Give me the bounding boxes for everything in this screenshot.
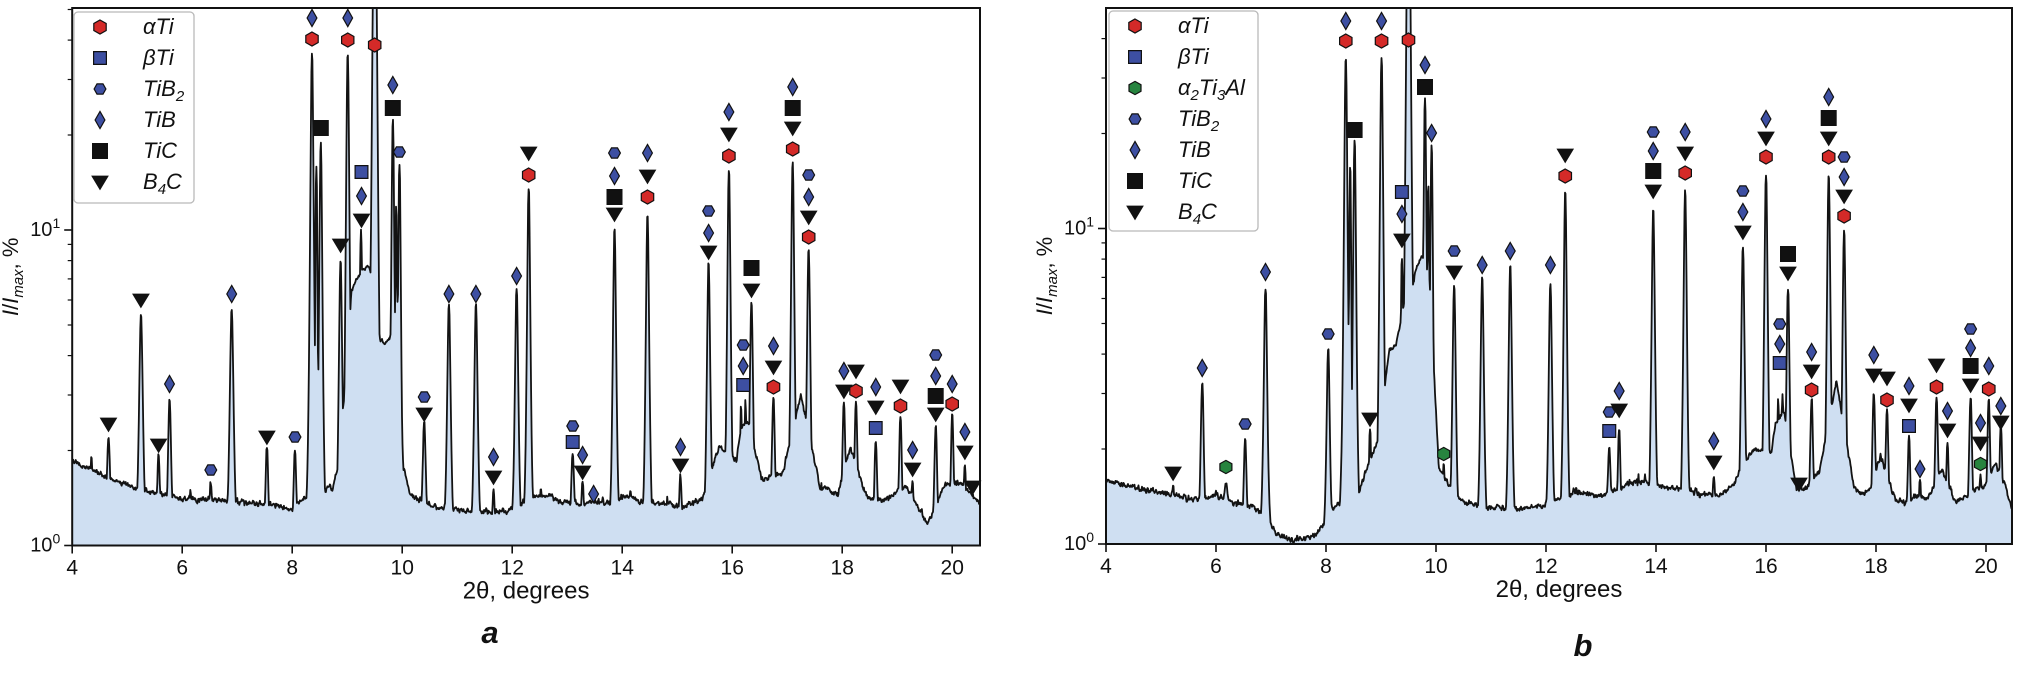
svg-text:10: 10 — [1424, 555, 1447, 578]
svg-text:βTi: βTi — [1177, 44, 1210, 69]
svg-text:6: 6 — [176, 557, 188, 580]
svg-text:a: a — [481, 615, 498, 650]
svg-text:10: 10 — [391, 557, 414, 580]
svg-text:α2Ti3Al: α2Ti3Al — [1178, 75, 1246, 104]
svg-text:TiC: TiC — [1178, 168, 1212, 193]
svg-text:8: 8 — [1320, 555, 1332, 578]
svg-text:14: 14 — [611, 557, 635, 580]
svg-text:4: 4 — [66, 557, 78, 580]
svg-text:2θ, degrees: 2θ, degrees — [463, 578, 590, 605]
svg-text:12: 12 — [1534, 555, 1557, 578]
svg-text:16: 16 — [1754, 555, 1777, 578]
svg-text:TiC: TiC — [143, 138, 177, 163]
svg-text:βTi: βTi — [142, 45, 175, 70]
svg-text:8: 8 — [286, 557, 298, 580]
svg-text:I/Imax, %: I/Imax, % — [1032, 237, 1061, 316]
svg-text:100: 100 — [30, 531, 60, 557]
svg-text:αTi: αTi — [143, 14, 175, 39]
svg-text:b: b — [1574, 628, 1593, 663]
svg-text:αTi: αTi — [1178, 13, 1210, 38]
svg-text:I/Imax, %: I/Imax, % — [0, 238, 27, 317]
svg-text:20: 20 — [1974, 555, 1997, 578]
svg-text:16: 16 — [721, 557, 744, 580]
svg-text:6: 6 — [1210, 555, 1222, 578]
svg-text:20: 20 — [941, 557, 964, 580]
svg-text:14: 14 — [1644, 555, 1668, 578]
svg-text:18: 18 — [831, 557, 854, 580]
svg-text:TiB: TiB — [143, 107, 176, 132]
svg-text:TiB: TiB — [1178, 137, 1211, 162]
svg-text:2θ, degrees: 2θ, degrees — [1496, 576, 1623, 603]
svg-text:18: 18 — [1864, 555, 1887, 578]
svg-text:4: 4 — [1100, 555, 1112, 578]
svg-text:12: 12 — [501, 557, 524, 580]
